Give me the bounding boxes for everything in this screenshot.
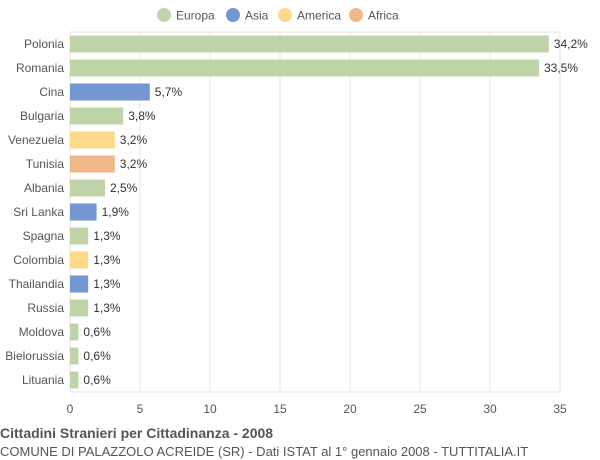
y-tick-label: Albania <box>24 181 64 195</box>
legend-label-africa: Africa <box>368 9 399 23</box>
bar-value-label: 3,2% <box>120 133 148 147</box>
x-tick-label: 0 <box>67 402 74 416</box>
x-tick-label: 5 <box>137 402 144 416</box>
bar-value-label: 1,3% <box>93 253 121 267</box>
legend-swatch-america <box>278 8 292 22</box>
legend-label-america: America <box>297 9 341 23</box>
chart-title: Cittadini Stranieri per Cittadinanza - 2… <box>0 425 274 441</box>
legend-label-europa: Europa <box>176 9 215 23</box>
y-tick-label: Moldova <box>19 325 65 339</box>
bar-value-label: 0,6% <box>83 349 111 363</box>
y-tick-label: Bielorussia <box>5 349 64 363</box>
bar-value-label: 0,6% <box>83 373 111 387</box>
y-tick-label: Cina <box>39 85 64 99</box>
y-axis-labels: Polonia Romania Cina Bulgaria Venezuela Tunis… <box>5 37 64 387</box>
bar-romania <box>70 59 539 77</box>
bar-value-label: 1,3% <box>93 229 121 243</box>
y-tick-label: Russia <box>27 301 64 315</box>
y-tick-label: Romania <box>16 61 64 75</box>
bar-bielorussia <box>70 347 79 365</box>
bars: 34,2% 33,5% 5,7% 3,8% 3,2% 3,2% 2,5% 1,9% 1,3% 1,… <box>70 35 588 389</box>
bar-cina <box>70 83 150 101</box>
x-tick-label: 25 <box>413 402 427 416</box>
legend-swatch-africa <box>349 8 363 22</box>
y-tick-label: Tunisia <box>26 157 65 171</box>
chart-subtitle: COMUNE DI PALAZZOLO ACREIDE (SR) - Dati … <box>0 444 529 459</box>
bar-venezuela <box>70 131 115 149</box>
bar-value-label: 5,7% <box>155 85 183 99</box>
bar-value-label: 33,5% <box>544 61 578 75</box>
bar-bulgaria <box>70 107 124 125</box>
x-tick-label: 10 <box>203 402 217 416</box>
y-tick-label: Bulgaria <box>20 109 64 123</box>
bar-russia <box>70 299 89 317</box>
legend-swatch-europa <box>157 8 171 22</box>
x-tick-label: 15 <box>273 402 287 416</box>
x-tick-label: 30 <box>483 402 497 416</box>
bar-polonia <box>70 35 549 53</box>
plot-area <box>69 31 561 393</box>
y-tick-label: Polonia <box>24 37 64 51</box>
y-tick-label: Thailandia <box>9 277 65 291</box>
bar-value-label: 3,8% <box>128 109 156 123</box>
bar-value-label: 34,2% <box>554 37 588 51</box>
y-tick-label: Lituania <box>22 373 64 387</box>
bar-value-label: 1,3% <box>93 301 121 315</box>
bar-value-label: 0,6% <box>83 325 111 339</box>
y-tick-label: Colombia <box>13 253 64 267</box>
bar-albania <box>70 179 105 197</box>
bar-spagna <box>70 227 89 245</box>
legend: Europa Asia America Africa <box>157 8 399 23</box>
legend-label-asia: Asia <box>245 9 269 23</box>
y-tick-label: Venezuela <box>8 133 64 147</box>
bar-lituania <box>70 371 79 389</box>
bar-value-label: 1,9% <box>102 205 130 219</box>
y-tick-label: Sri Lanka <box>13 205 64 219</box>
bar-thailandia <box>70 275 89 293</box>
x-tick-label: 35 <box>553 402 567 416</box>
legend-swatch-asia <box>226 8 240 22</box>
bar-value-label: 2,5% <box>110 181 138 195</box>
bar-tunisia <box>70 155 115 173</box>
y-tick-label: Spagna <box>23 229 65 243</box>
bar-chart: Europa Asia America Africa 34,2% 33,5% 5,7% 3,… <box>5 8 588 416</box>
bar-value-label: 1,3% <box>93 277 121 291</box>
x-axis-labels: 0 5 10 15 20 25 30 35 <box>67 402 567 416</box>
bar-moldova <box>70 323 79 341</box>
x-tick-label: 20 <box>343 402 357 416</box>
bar-sri-lanka <box>70 203 97 221</box>
bar-colombia <box>70 251 89 269</box>
bar-value-label: 3,2% <box>120 157 148 171</box>
